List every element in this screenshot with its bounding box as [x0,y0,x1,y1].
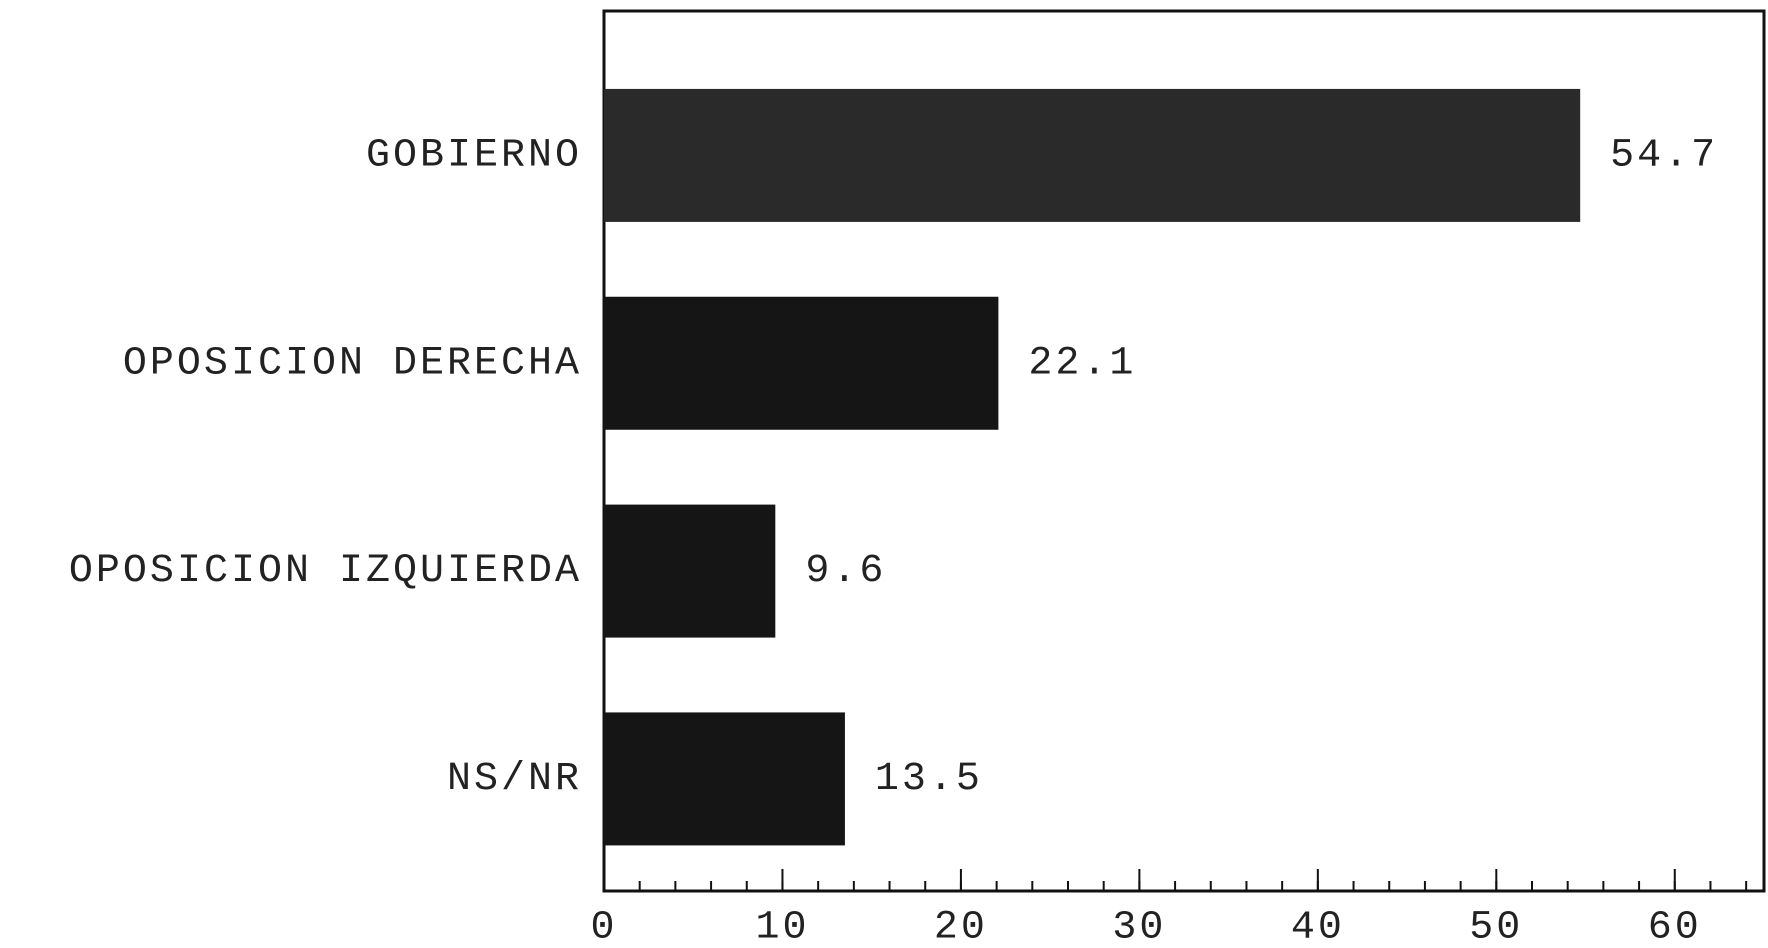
y-tick-label: GOBIERNO [366,133,582,178]
value-label: 9.6 [805,549,886,594]
x-tick-label: 40 [1291,906,1345,948]
y-tick-label: OPOSICION IZQUIERDA [69,549,582,594]
x-tick-label: 20 [934,906,988,948]
y-tick-label: NS/NR [447,757,582,802]
bar [604,88,1581,222]
x-tick-label: 10 [755,906,809,948]
x-tick-label: 0 [590,906,617,948]
bar [604,712,845,846]
x-tick-label: 60 [1648,906,1702,948]
value-label: 13.5 [875,757,983,802]
x-tick-label: 30 [1112,906,1166,948]
x-tick-label: 50 [1469,906,1523,948]
value-label: 54.7 [1610,133,1718,178]
y-tick-label: OPOSICION DERECHA [123,341,582,386]
bar [604,504,776,638]
bar [604,296,999,430]
plot-frame [602,9,1766,893]
value-label: 22.1 [1028,341,1136,386]
